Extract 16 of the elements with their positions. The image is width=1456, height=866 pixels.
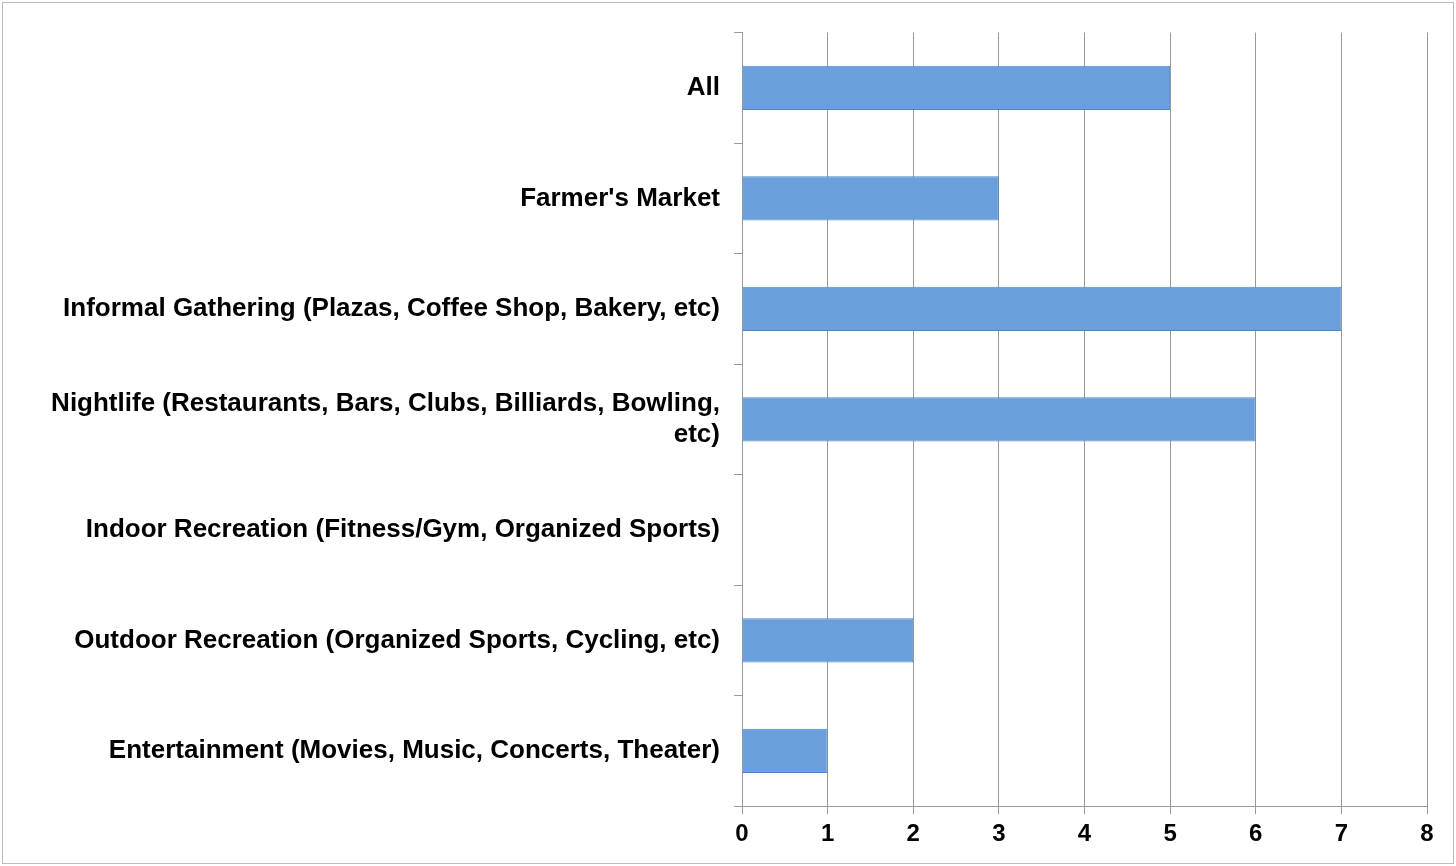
x-tick-label: 7 [1334,819,1349,847]
x-tick-label: 0 [735,819,749,847]
x-tick-label: 5 [1163,819,1177,847]
x-tick-label: 8 [1420,819,1434,847]
x-tick-label: 3 [992,819,1006,847]
x-tick-label: 1 [820,819,835,847]
y-tick-label: Indoor Recreation (Fitness/Gym, Organized Sports) [85,513,720,544]
y-tick-label: All [686,71,720,102]
y-tick-label: Outdoor Recreation (Organized Sports, Cycling, etc) [74,623,720,654]
x-tick-label: 6 [1249,819,1263,847]
x-tick-label: 2 [906,819,920,847]
y-tick-label: Farmer's Market [520,181,721,212]
y-tick-label: Entertainment (Movies, Music, Concerts, Theater) [108,734,720,765]
x-tick-label: 4 [1077,819,1092,847]
y-tick-label: Nightlife (Restaurants, Bars, Clubs, Billiards, Bowling, etc) [51,386,720,449]
y-tick-label: Informal Gathering (Plazas, Coffee Shop, Bakery, etc) [63,292,720,323]
